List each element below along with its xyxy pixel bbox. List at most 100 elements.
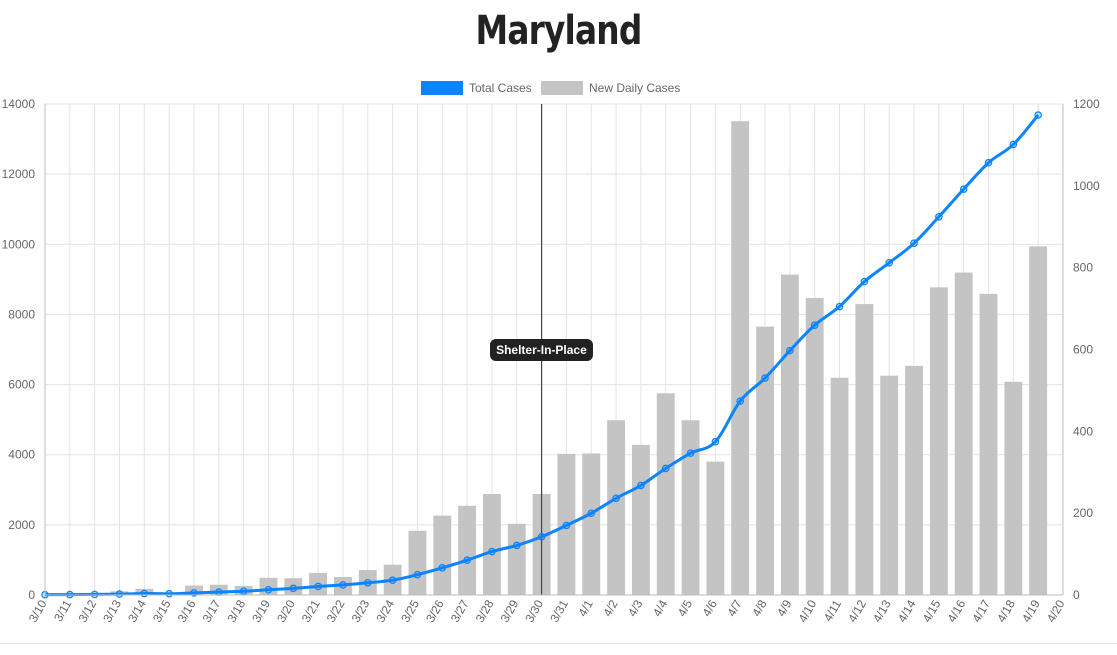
point-total-cases-3-22 [339,581,347,589]
x-tick-label: 4/16 [944,597,968,625]
x-tick-label: 3/25 [398,597,422,625]
bar-new-daily-4-10 [805,297,824,595]
x-tick-label: 3/14 [125,597,149,625]
point-total-cases-4-11 [835,302,844,311]
bar-new-daily-4-16 [954,272,973,595]
chart-title: Maryland [475,8,643,54]
x-tick-label: 3/13 [100,597,124,625]
bar-new-daily-4-5 [681,420,700,595]
x-tick-label: 4/9 [774,597,795,619]
point-total-cases-4-1 [587,509,596,518]
bar-new-daily-4-9 [780,274,799,595]
bar-new-daily-4-3 [631,444,650,595]
bar-new-daily-4-19 [1029,246,1048,595]
bar-new-daily-4-15 [929,287,948,595]
x-tick-label: 4/4 [650,597,671,619]
y-right-tick-label: 1000 [1073,179,1100,193]
point-total-cases-4-17 [984,158,993,167]
x-tick-label: 4/11 [821,597,845,624]
point-total-cases-3-14 [140,589,149,598]
point-total-cases-3-20 [289,584,298,593]
x-tick-label: 3/27 [448,597,472,625]
y-right-tick-label: 600 [1073,343,1093,357]
point-total-cases-3-16 [190,589,198,597]
x-tick-label: 4/6 [700,597,721,619]
y-right-tick-label: 400 [1073,424,1093,438]
bar-new-daily-4-12 [855,304,874,595]
legend: Total Cases New Daily Cases [0,78,1117,98]
bar-new-daily-4-1 [582,453,601,595]
legend-item-new-daily-cases[interactable]: New Daily Cases [541,78,680,98]
point-total-cases-3-26 [438,564,447,572]
point-total-cases-3-24 [388,576,397,584]
y-left-tick-label: 0 [28,588,35,602]
x-tick-label: 4/12 [845,597,869,625]
bar-new-daily-4-17 [979,293,998,595]
line-path-total-cases [44,114,1040,597]
point-total-cases-4-13 [885,259,893,267]
x-tick-label: 3/29 [498,597,522,625]
bar-new-daily-3-26 [433,515,452,595]
x-tick-label: 3/20 [274,597,298,625]
x-tick-label: 4/10 [796,597,820,625]
point-total-cases-4-2 [612,494,620,503]
x-tick-label: 4/8 [749,597,770,619]
legend-label-new-daily-cases: New Daily Cases [589,81,681,95]
y-right-tick-label: 200 [1073,506,1093,520]
bar-new-daily-4-13 [880,375,899,595]
y-right-tick-label: 800 [1073,261,1093,275]
x-tick-label: 4/20 [1044,597,1068,625]
bar-new-daily-3-27 [458,505,477,595]
x-tick-label: 3/31 [547,597,571,625]
x-tick-label: 3/24 [373,597,397,625]
x-tick-label: 3/19 [249,597,273,625]
bar-new-daily-4-4 [656,393,675,595]
legend-swatch-total-cases [421,81,463,95]
bar-new-daily-4-7 [731,121,750,595]
x-tick-label: 3/16 [175,597,199,625]
x-tick-label: 3/12 [75,597,99,625]
point-total-cases-3-23 [363,578,372,587]
x-tick-label: 3/18 [224,597,248,625]
annotation-shelter-in-place: Shelter-In-Place [490,339,593,361]
x-tick-label: 4/7 [724,597,745,619]
point-total-cases-4-6 [711,437,720,446]
y-right-tick-label: 0 [1073,588,1080,602]
x-tick-label: 3/11 [51,597,75,624]
point-total-cases-3-29 [512,541,521,550]
y-left-tick-label: 4000 [8,448,35,462]
bar-new-daily-4-8 [756,326,774,595]
bar-new-daily-3-21 [309,572,328,595]
y-left-tick-label: 10000 [2,237,36,251]
point-total-cases-4-8 [761,374,769,382]
point-total-cases-4-19 [1034,111,1042,119]
x-tick-label: 3/26 [423,597,447,625]
bottom-divider [0,643,1117,644]
x-tick-label: 3/21 [299,597,323,625]
bar-new-daily-3-29 [507,523,526,595]
x-tick-label: 4/18 [994,597,1018,625]
x-tick-label: 4/2 [600,597,621,619]
y-right-tick-label: 1200 [1073,97,1100,111]
bar-new-daily-4-6 [706,461,725,595]
x-tick-label: 4/13 [870,597,894,625]
x-tick-label: 3/28 [473,597,497,625]
point-total-cases-4-12 [860,277,869,286]
point-total-cases-3-18 [239,587,248,596]
legend-label-total-cases: Total Cases [469,81,532,95]
bar-new-daily-3-14 [135,588,154,595]
x-tick-label: 4/3 [625,597,646,619]
bar-new-daily-3-28 [482,493,501,595]
y-left-tick-label: 8000 [8,307,35,321]
point-total-cases-4-16 [959,185,968,193]
legend-item-total-cases[interactable]: Total Cases [421,78,532,98]
point-total-cases-4-4 [661,464,670,473]
point-total-cases-4-18 [1009,140,1018,149]
point-total-cases-4-9 [786,346,794,355]
y-left-tick-label: 6000 [8,378,35,392]
bars-new-daily-cases [45,121,1048,595]
x-tick-label: 3/30 [522,597,546,625]
point-total-cases-3-27 [463,556,471,565]
point-total-cases-4-7 [736,397,745,405]
